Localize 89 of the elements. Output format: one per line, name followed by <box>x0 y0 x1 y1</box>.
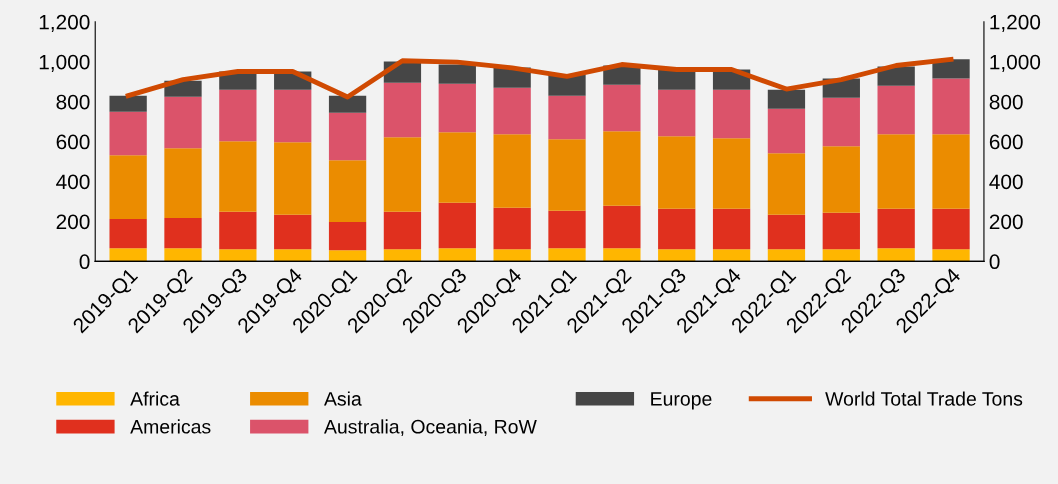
y2-tick-label: 200 <box>989 214 1023 230</box>
y-tick-label: 1,000 <box>39 54 90 72</box>
bar <box>274 89 312 143</box>
bar <box>438 83 476 133</box>
bar <box>493 87 531 135</box>
y-tick-label: 400 <box>56 174 90 190</box>
bar <box>877 85 915 135</box>
legend-label: Asia <box>324 391 362 406</box>
bar <box>109 248 147 262</box>
bar <box>548 95 586 140</box>
bar <box>328 222 367 251</box>
bar <box>712 208 751 250</box>
bar <box>219 249 257 262</box>
bar <box>219 141 257 212</box>
bar <box>548 139 586 211</box>
bar <box>328 250 367 262</box>
bar <box>877 248 915 262</box>
bar <box>383 211 422 250</box>
bar <box>274 249 312 262</box>
bar <box>274 214 312 250</box>
bar <box>712 249 751 262</box>
bar <box>109 155 147 220</box>
bar <box>603 84 641 132</box>
bar <box>219 211 257 250</box>
y-tick-label: 200 <box>56 214 90 230</box>
bar <box>438 64 476 84</box>
bar <box>109 219 147 249</box>
bar <box>877 134 915 209</box>
bar <box>932 78 970 135</box>
bar <box>767 153 806 215</box>
legend-label: Europe <box>651 392 712 410</box>
bar <box>164 96 202 149</box>
bar <box>658 136 696 209</box>
bar <box>219 89 257 142</box>
bar <box>164 248 202 262</box>
bar <box>658 208 696 250</box>
y2-tick-label: 0 <box>989 254 1000 270</box>
bar <box>548 248 586 262</box>
bar <box>383 249 422 262</box>
bar <box>274 142 312 215</box>
bar <box>822 249 860 262</box>
legend-label: Americas <box>130 419 211 434</box>
y2-tick-label: 400 <box>989 174 1023 190</box>
bar <box>822 212 860 250</box>
bar <box>712 138 751 209</box>
bar <box>603 248 641 262</box>
bar <box>328 160 367 223</box>
bar <box>932 249 970 262</box>
bar <box>383 137 422 212</box>
bar <box>932 208 970 250</box>
y2-tick-label: 800 <box>989 94 1023 110</box>
legend-label: Australia, Oceania, RoW <box>324 419 537 436</box>
y2-tick-label: 1,000 <box>990 54 1041 72</box>
bar <box>438 132 476 203</box>
bar <box>109 111 147 156</box>
y-tick-label: 600 <box>56 134 90 150</box>
line-series <box>125 56 954 100</box>
bar <box>877 208 915 249</box>
bar <box>658 89 696 137</box>
bar <box>822 146 860 213</box>
bar <box>164 218 202 249</box>
bar <box>109 95 147 112</box>
bar <box>603 205 641 249</box>
bar <box>712 89 751 139</box>
bar <box>493 249 531 262</box>
bar <box>767 249 806 262</box>
bar <box>822 97 860 147</box>
bar <box>438 248 476 262</box>
y-tick-label: 0 <box>79 254 90 270</box>
y-tick-label: 800 <box>56 94 90 110</box>
bar <box>932 134 970 209</box>
y2-tick-label: 600 <box>989 134 1023 150</box>
bar <box>767 214 806 250</box>
bar <box>603 131 641 206</box>
bar <box>767 108 806 154</box>
bar <box>548 210 586 249</box>
bar <box>438 202 476 249</box>
y2-tick-label: 1,200 <box>990 14 1041 32</box>
bar <box>164 148 202 219</box>
bar <box>767 89 806 109</box>
bar <box>493 207 531 250</box>
legend-label: World Total Trade Tons <box>825 391 1023 406</box>
bar <box>328 112 367 161</box>
bar <box>328 95 367 113</box>
bar <box>493 134 531 208</box>
legend-label: Africa <box>130 391 180 406</box>
bar <box>383 82 422 138</box>
y-tick-label: 1,200 <box>39 14 90 32</box>
bar <box>658 249 696 262</box>
